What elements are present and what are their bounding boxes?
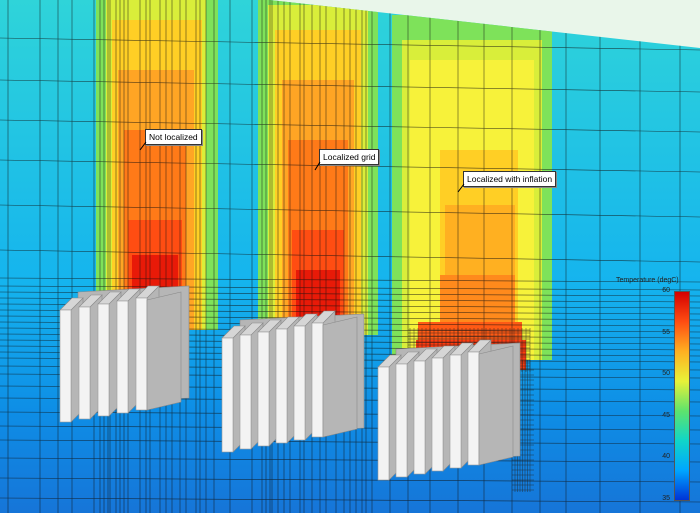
heatsink-localized-inflation[interactable]: [377, 339, 521, 481]
heatsink-fin: [413, 360, 426, 475]
heatsink-fin: [311, 322, 324, 438]
heatsink-end-face: [322, 316, 358, 438]
heatsink-fin: [135, 297, 148, 411]
heatsink-fin: [97, 303, 110, 417]
heatsink-not-localized[interactable]: [59, 285, 190, 423]
heatsink-fin: [116, 300, 129, 414]
legend-tick-label: 35: [662, 495, 670, 502]
heatsink-fin: [257, 331, 270, 447]
heatsink-localized-grid[interactable]: [221, 310, 365, 453]
heatsink-fin: [431, 357, 444, 472]
temperature-legend: Temperature (degC) 60 55 50 45 40 35: [612, 276, 700, 510]
heatsink-end-face: [146, 291, 182, 411]
legend-tick-label: 55: [662, 328, 670, 336]
heatsink-fin: [449, 354, 462, 469]
heatsink-fin: [293, 325, 306, 441]
legend-tick-label: 45: [662, 411, 670, 419]
heatsink-fin: [78, 306, 91, 420]
heatsink-fin: [275, 328, 288, 444]
plume-localized-inflation: [392, 15, 552, 370]
legend-tick-label: 60: [662, 287, 670, 294]
annotation-localized-grid[interactable]: Localized grid: [319, 149, 380, 165]
legend-tick-label: 40: [662, 453, 670, 461]
heatsink-fin: [467, 351, 480, 466]
heatsink-fin: [59, 309, 72, 423]
legend-color-bar: [674, 291, 690, 501]
plume-localized-grid: [258, 0, 378, 335]
annotation-localized-inflation[interactable]: Localized with inflation: [463, 171, 557, 187]
heatsink-fin: [221, 337, 234, 453]
annotation-not-localized[interactable]: Not localized: [145, 129, 202, 145]
legend-tick-label: 50: [662, 370, 670, 378]
heatsink-fin: [239, 334, 252, 450]
heatsink-fin: [395, 363, 408, 478]
legend-title: Temperature (degC): [616, 277, 679, 284]
heatsinks: [59, 285, 521, 481]
heatsink-end-face: [478, 345, 514, 466]
heatsink-fin: [377, 366, 390, 481]
